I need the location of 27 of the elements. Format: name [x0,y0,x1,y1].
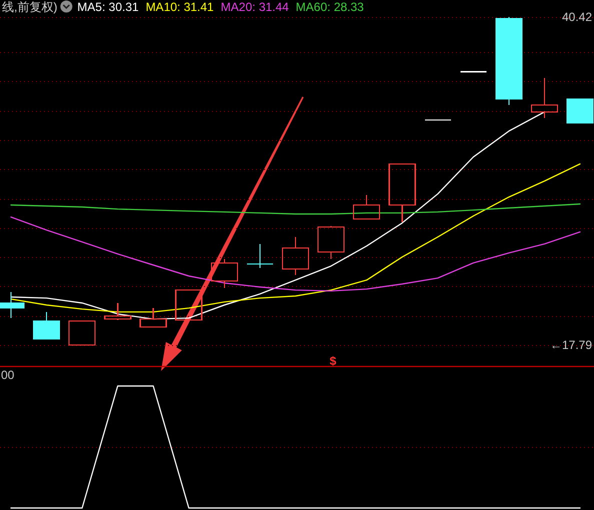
line-series [10,203,581,215]
candlestick [175,289,202,321]
line-series [10,111,546,320]
candlestick [32,311,60,340]
candlestick [246,243,274,269]
text: MA60: 28.33 [296,0,364,14]
candlestick [282,236,310,276]
candlestick [388,163,416,223]
candlestick [104,302,132,321]
candlestick [210,258,238,289]
candlestick [68,320,96,346]
y-tick-label: 40.42 [562,10,592,24]
line-series [10,216,581,292]
text: 00 [1,368,15,382]
line-series [10,163,581,313]
candlestick [530,77,558,119]
candlestick [353,194,380,220]
candlestick [566,98,594,124]
text: $ [330,354,337,368]
text: MA20: 31.44 [220,0,290,14]
text: MA5: 30.31 [77,0,139,14]
candlestick [140,307,167,328]
candlestick [495,16,522,106]
text: MA10: 31.41 [146,0,214,14]
candlestick [317,225,345,260]
chart-title: 线,前复权) [2,0,58,14]
y-tick-label: ←17.79 [550,338,592,352]
